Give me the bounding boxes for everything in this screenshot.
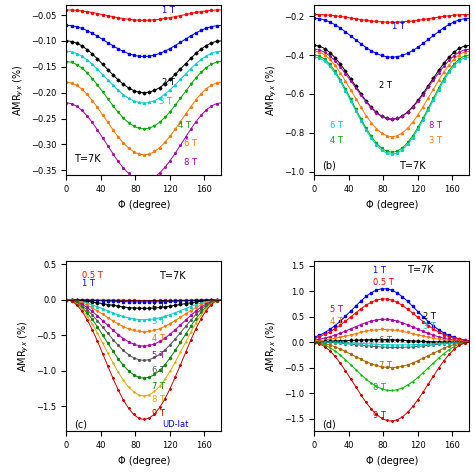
Text: 3 T: 3 T xyxy=(429,136,442,145)
Text: 8 T: 8 T xyxy=(184,158,197,167)
Text: 8 T: 8 T xyxy=(152,395,164,404)
X-axis label: Φ (degree): Φ (degree) xyxy=(365,456,418,465)
Text: 6 T: 6 T xyxy=(379,336,392,345)
Text: (c): (c) xyxy=(74,419,87,429)
Y-axis label: AMR$_{yx}$ (%): AMR$_{yx}$ (%) xyxy=(264,320,279,372)
X-axis label: Φ (degree): Φ (degree) xyxy=(118,200,170,210)
Text: 3 T: 3 T xyxy=(423,322,436,331)
Text: 2 T: 2 T xyxy=(152,300,164,309)
Text: UD-lat: UD-lat xyxy=(163,420,189,429)
Text: 1 T: 1 T xyxy=(82,279,95,288)
Text: 9 T: 9 T xyxy=(373,410,386,419)
Text: 1 T: 1 T xyxy=(373,265,386,274)
Text: 6 T: 6 T xyxy=(330,120,343,129)
Text: 0.5 T: 0.5 T xyxy=(82,271,102,280)
Text: (d): (d) xyxy=(322,419,336,429)
Text: 5 T: 5 T xyxy=(330,305,343,314)
Text: 7 T: 7 T xyxy=(379,361,392,370)
Text: 4 T: 4 T xyxy=(152,334,164,343)
Text: 4 T: 4 T xyxy=(178,120,191,129)
Text: 1 T: 1 T xyxy=(392,22,405,31)
Text: 1 T: 1 T xyxy=(163,6,175,15)
Text: 7 T: 7 T xyxy=(152,382,164,391)
Y-axis label: AMR$_{yx}$ (%): AMR$_{yx}$ (%) xyxy=(11,64,26,116)
Text: 8 T: 8 T xyxy=(429,120,442,129)
Text: 9 T: 9 T xyxy=(152,409,164,418)
Text: 5 T: 5 T xyxy=(152,351,164,360)
X-axis label: Φ (degree): Φ (degree) xyxy=(365,200,418,210)
Text: 2 T: 2 T xyxy=(423,312,436,321)
Text: T=7K: T=7K xyxy=(400,161,426,171)
Text: 3 T: 3 T xyxy=(152,317,164,326)
Text: 3 T: 3 T xyxy=(159,97,173,106)
Text: 4 T: 4 T xyxy=(330,136,343,145)
Text: 2 T: 2 T xyxy=(163,78,175,87)
Text: T=7K: T=7K xyxy=(74,154,101,164)
Text: 6 T: 6 T xyxy=(152,366,164,375)
Text: T=7K: T=7K xyxy=(407,264,434,274)
Text: (b): (b) xyxy=(322,161,336,171)
Y-axis label: AMR$_{yx}$ (%): AMR$_{yx}$ (%) xyxy=(17,320,31,372)
Text: 6 T: 6 T xyxy=(184,139,197,148)
Text: 4 T: 4 T xyxy=(330,317,343,326)
Text: 0.5 T: 0.5 T xyxy=(373,278,394,287)
Text: 8 T: 8 T xyxy=(373,383,386,392)
X-axis label: Φ (degree): Φ (degree) xyxy=(118,456,170,465)
Text: 2 T: 2 T xyxy=(379,82,392,91)
Text: T=7K: T=7K xyxy=(159,272,186,282)
Y-axis label: AMR$_{yx}$ (%): AMR$_{yx}$ (%) xyxy=(264,64,279,116)
